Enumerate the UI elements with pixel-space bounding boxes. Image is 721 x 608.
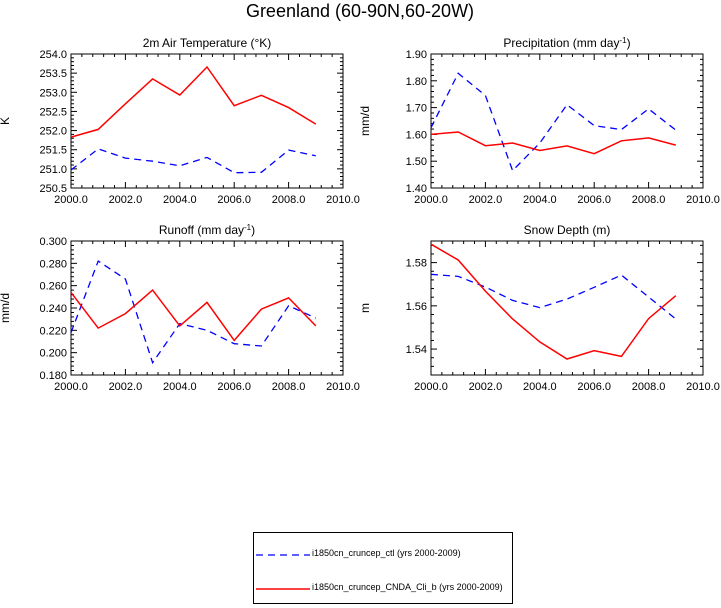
x-tick-label: 2008.0: [632, 194, 666, 206]
chart-panel-4: Snow Depth (m) 2000.0 2002.0 2004.0 2006.0 20…: [358, 223, 720, 393]
y-axis-label: mm/d: [0, 293, 12, 323]
plot-frame: [430, 240, 704, 376]
x-tick-label: 2000.0: [54, 194, 88, 206]
series-line-cnda: [430, 131, 676, 155]
series-line-ctl: [430, 273, 677, 320]
y-tick-label: 1.80: [406, 76, 427, 88]
legend-swatch-solid: [256, 588, 310, 590]
y-axis-label: m: [358, 303, 372, 313]
x-tick-label: 2002.0: [469, 381, 503, 393]
x-tick-label: 2006.0: [217, 381, 251, 393]
chart-panel-2: Precipitation (mm day-1) 2000.0 2002.0 2004…: [358, 36, 720, 207]
y-tick-label: 1.70: [406, 103, 427, 115]
legend: i1850cn_cruncep_ctl (yrs 2000-2009) i185…: [253, 532, 513, 604]
legend-item-ctl: i1850cn_cruncep_ctl (yrs 2000-2009): [254, 547, 514, 563]
y-tick-label: 253.5: [39, 68, 67, 80]
y-tick-label: 252.0: [39, 126, 67, 138]
panel-title: Precipitation (mm day-1): [503, 36, 630, 51]
x-tick-label: 2006.0: [577, 194, 611, 206]
y-tick-label: 1.90: [406, 49, 427, 61]
y-tick-label: 251.5: [39, 145, 67, 157]
y-tick-label: 1.56: [406, 301, 427, 313]
x-tick-label: 2000.0: [414, 194, 448, 206]
legend-label: i1850cn_cruncep_ctl (yrs 2000-2009): [312, 548, 461, 558]
x-tick-label: 2006.0: [577, 381, 611, 393]
legend-label: i1850cn_cruncep_CNDA_Cli_b (yrs 2000-200…: [312, 582, 503, 592]
y-tick-label: 0.300: [39, 236, 67, 248]
panel-title: 2m Air Temperature (°K): [143, 36, 272, 50]
series-line-cnda: [430, 243, 677, 360]
plot-frame: [70, 53, 344, 189]
x-tick-label: 2002.0: [469, 194, 503, 206]
legend-item-cnda: i1850cn_cruncep_CNDA_Cli_b (yrs 2000-200…: [254, 581, 514, 597]
y-tick-label: 1.54: [406, 344, 427, 356]
plot-frame: [70, 240, 344, 376]
chart-panel-1: 2m Air Temperature (°K) 2000.0 2002.0 2004.…: [0, 36, 360, 206]
panel-title: Snow Depth (m): [524, 223, 611, 237]
series-line-cnda: [70, 289, 317, 342]
y-tick-label: 252.5: [39, 106, 67, 118]
x-tick-label: 2010.0: [686, 194, 720, 206]
x-tick-label: 2010.0: [326, 381, 360, 393]
y-tick-label: 1.50: [406, 156, 427, 168]
figure-title: Greenland (60-90N,60-20W): [246, 1, 474, 21]
x-tick-label: 2004.0: [163, 194, 197, 206]
x-tick-label: 2002.0: [109, 194, 143, 206]
y-tick-label: 0.260: [39, 281, 67, 293]
x-tick-label: 2010.0: [686, 381, 720, 393]
y-tick-label: 1.40: [406, 183, 427, 195]
y-tick-label: 0.280: [39, 258, 67, 270]
x-tick-label: 2008.0: [632, 381, 666, 393]
x-tick-label: 2008.0: [272, 381, 306, 393]
x-tick-label: 2004.0: [523, 194, 557, 206]
x-tick-label: 2004.0: [163, 381, 197, 393]
chart-panel-3: Runoff (mm day-1) 2000.0 2002.0 2004.0 2006.…: [0, 223, 360, 394]
plot-frame: [430, 53, 704, 189]
series-line-ctl: [70, 148, 316, 174]
x-tick-label: 2006.0: [217, 194, 251, 206]
y-axis-label: mm/d: [358, 106, 372, 136]
y-tick-label: 253.0: [39, 87, 67, 99]
y-tick-label: 1.58: [406, 258, 427, 270]
x-tick-label: 2008.0: [272, 194, 306, 206]
y-tick-label: 0.200: [39, 348, 67, 360]
x-tick-label: 2010.0: [326, 194, 360, 206]
y-tick-label: 1.60: [406, 129, 427, 141]
y-tick-label: 251.0: [39, 164, 67, 176]
y-tick-label: 254.0: [39, 49, 67, 61]
y-tick-label: 250.5: [39, 183, 67, 195]
x-tick-label: 2000.0: [54, 381, 88, 393]
series-line-ctl: [430, 72, 677, 172]
x-tick-label: 2004.0: [523, 381, 557, 393]
x-tick-label: 2002.0: [109, 381, 143, 393]
y-tick-label: 0.180: [39, 370, 67, 382]
panel-title: Runoff (mm day-1): [159, 223, 255, 238]
y-tick-label: 0.240: [39, 303, 67, 315]
y-axis-label: K: [0, 117, 12, 125]
x-tick-label: 2000.0: [414, 381, 448, 393]
legend-swatch-dashed: [256, 554, 310, 556]
series-line-ctl: [70, 260, 317, 365]
y-tick-label: 0.220: [39, 325, 67, 337]
series-line-cnda: [70, 65, 317, 138]
